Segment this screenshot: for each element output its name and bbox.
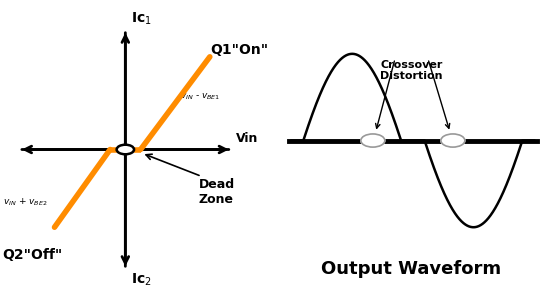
- Text: Output Waveform: Output Waveform: [322, 260, 501, 278]
- Text: Ic$_2$: Ic$_2$: [131, 272, 152, 289]
- Circle shape: [117, 145, 134, 154]
- Text: Crossover
Distortion: Crossover Distortion: [380, 60, 443, 81]
- Text: $v_{IN}$ - $v_{BE1}$: $v_{IN}$ - $v_{BE1}$: [180, 92, 220, 103]
- Circle shape: [441, 134, 465, 147]
- Text: Q2"Off": Q2"Off": [3, 248, 63, 262]
- Text: Vin: Vin: [236, 132, 258, 145]
- Text: Dead
Zone: Dead Zone: [199, 178, 235, 206]
- Circle shape: [361, 134, 385, 147]
- Text: $v_{IN}$ + $v_{BE2}$: $v_{IN}$ + $v_{BE2}$: [3, 196, 47, 208]
- Text: Ic$_1$: Ic$_1$: [131, 10, 152, 27]
- Text: Q1"On": Q1"On": [210, 43, 268, 57]
